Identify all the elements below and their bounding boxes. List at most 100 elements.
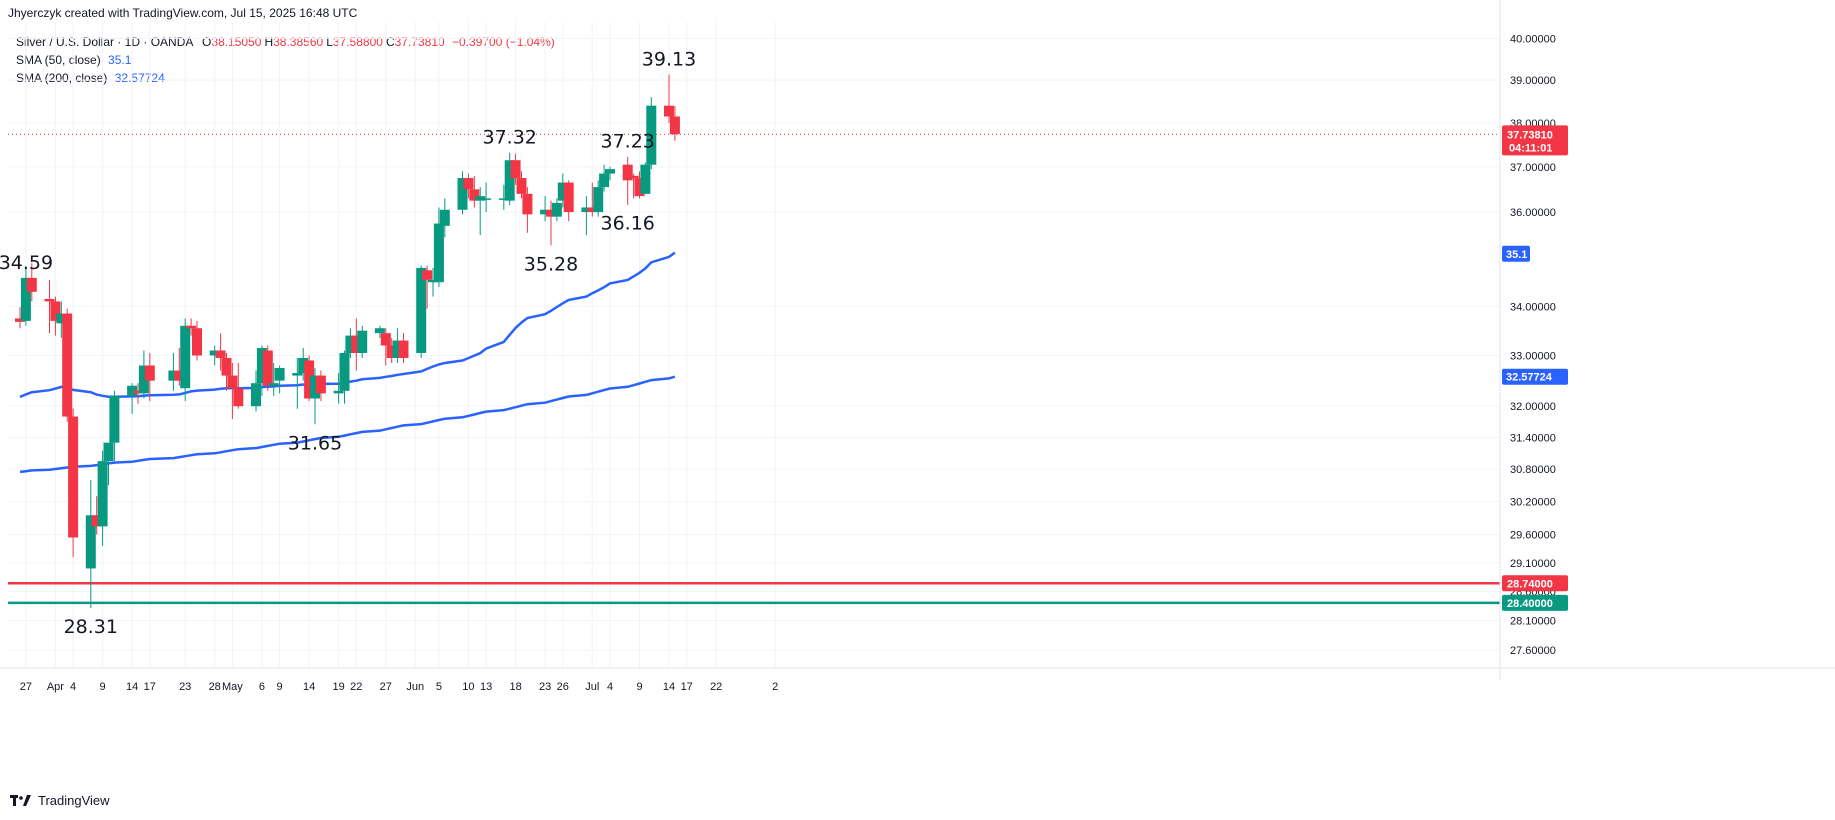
x-tick-label: 17	[144, 681, 156, 693]
candle-body	[469, 189, 480, 201]
candle-body	[605, 169, 615, 174]
candle-body	[268, 383, 279, 386]
candle-body	[392, 340, 403, 358]
candle-body	[380, 333, 391, 346]
y-tick-label: 31.40000	[1510, 432, 1556, 444]
candle-body	[339, 352, 350, 391]
x-axis[interactable]: 27 Apr 4 9 14 17 23 28 May 6 9 14 19 22 27 Jun 5 10 13 18 23…	[0, 667, 1835, 693]
candle-body	[103, 442, 114, 462]
y-tick-label: 28.10000	[1510, 615, 1556, 627]
candle-body	[26, 277, 37, 292]
x-tick-label: 23	[539, 681, 551, 693]
candle-body	[416, 267, 427, 353]
x-tick-label: 23	[179, 681, 191, 693]
tradingview-logo[interactable]: TradingView	[10, 793, 110, 808]
price-annotation: 34.59	[0, 252, 53, 274]
candle-body	[551, 202, 562, 217]
candle-body	[209, 350, 220, 356]
x-tick-label: 10	[462, 681, 474, 693]
candle-body	[386, 345, 397, 358]
sma50-label: SMA (50, close)	[16, 53, 101, 67]
candle-body	[333, 390, 344, 394]
candle-body	[540, 209, 551, 215]
chart-attribution: Jhyerczyk created with TradingView.com, …	[8, 6, 358, 20]
candle-body	[20, 277, 31, 321]
candle-body	[127, 385, 138, 396]
x-tick-label: 14	[126, 681, 138, 693]
candle-body	[481, 198, 492, 200]
annotations: 34.59 28.31 31.65 37.32 35.28 37.23 36.16 39.13	[0, 49, 696, 638]
candle-body	[422, 270, 433, 280]
candle-body	[109, 395, 120, 443]
candle-body	[292, 373, 303, 376]
x-tick-label: 22	[350, 681, 362, 693]
countdown-label: 04:11:01	[1509, 142, 1552, 154]
candle-body	[310, 375, 320, 399]
candle-body	[557, 182, 568, 201]
x-tick-label: 18	[509, 681, 521, 693]
price-annotation: 28.31	[64, 616, 118, 638]
candle-body	[144, 365, 155, 381]
candle-body	[522, 193, 533, 215]
candle-body	[221, 357, 232, 376]
y-tick-label: 33.00000	[1510, 350, 1556, 362]
y-tick-label: 29.10000	[1510, 558, 1556, 570]
candle-body	[593, 187, 604, 213]
x-tick-label: 19	[332, 681, 344, 693]
sma50-row[interactable]: SMA (50, close) 35.1	[16, 51, 555, 69]
x-tick-label: 6	[259, 681, 265, 693]
candle-body	[62, 313, 73, 417]
candle-body	[475, 196, 486, 201]
candles	[15, 74, 680, 609]
candle-body	[298, 357, 309, 374]
x-tick-label: May	[222, 681, 243, 693]
candle-body	[345, 335, 356, 353]
candle-body	[510, 160, 521, 179]
candle-body	[374, 328, 385, 334]
candle-body	[97, 461, 108, 527]
tradingview-brand: TradingView	[38, 793, 110, 808]
candle-body	[581, 207, 592, 213]
candle-body	[433, 223, 444, 283]
level-tag	[1502, 594, 1568, 611]
current-price-label: 37.73810	[1507, 129, 1553, 141]
candle-body	[628, 175, 639, 179]
candle-body	[174, 370, 185, 381]
candle-body	[563, 182, 574, 213]
candle-body	[85, 515, 96, 569]
candle-body	[262, 350, 273, 386]
x-tick-label: 2	[772, 681, 778, 693]
grid	[8, 22, 1500, 668]
y-tick-label: 32.00000	[1510, 401, 1556, 413]
x-tick-label: 27	[380, 681, 392, 693]
x-tick-label: 9	[277, 681, 283, 693]
x-tick-label: 22	[710, 681, 722, 693]
sma50-tag	[1502, 245, 1530, 262]
tradingview-logo-icon	[10, 794, 31, 806]
x-tick-label: 9	[100, 681, 106, 693]
candle-body	[91, 515, 102, 527]
candle-body	[168, 370, 179, 381]
sma200-tag-label: 32.57724	[1506, 372, 1553, 384]
candle-body	[622, 164, 633, 181]
candle-body	[428, 279, 438, 283]
candle-body	[546, 209, 556, 217]
support-levels	[8, 133, 1500, 605]
candle-body	[640, 164, 651, 194]
current-price-tag	[1502, 125, 1568, 156]
x-tick-label: 28	[209, 681, 221, 693]
candle-body	[304, 360, 315, 399]
candle-body	[44, 299, 55, 302]
sma200-row[interactable]: SMA (200, close) 32.57724	[16, 69, 555, 87]
candle-body	[516, 178, 527, 194]
candle-body	[669, 116, 680, 135]
level-tag-label: 28.40000	[1507, 598, 1553, 610]
candle-body	[274, 368, 285, 381]
x-tick-label: 17	[681, 681, 693, 693]
candle-body	[192, 328, 202, 356]
x-tick-label: Jul	[585, 681, 599, 693]
x-tick-label: 26	[557, 681, 569, 693]
x-tick-label: 5	[436, 681, 442, 693]
